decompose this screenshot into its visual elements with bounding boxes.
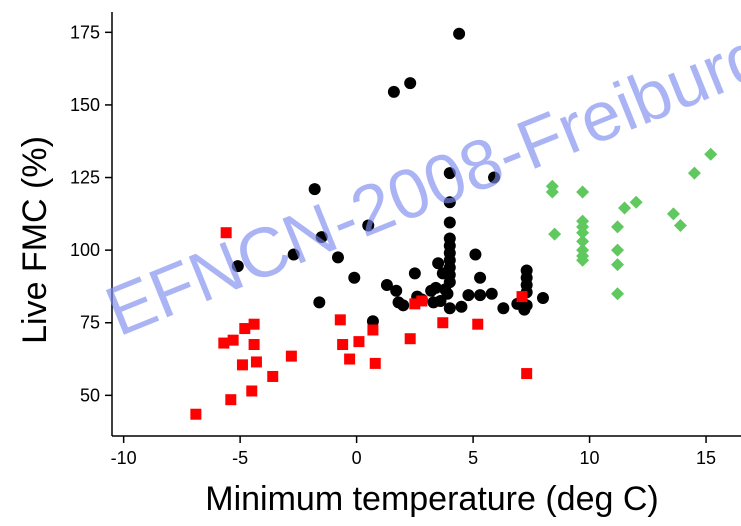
data-point-square xyxy=(190,408,202,420)
data-point-circle xyxy=(455,300,468,313)
y-tick-label: 50 xyxy=(80,385,100,405)
data-point-diamond xyxy=(576,185,590,199)
x-tick-label: -10 xyxy=(111,448,137,468)
ticks: -10 -5 0 5 10 15 50 75 100 125 150 175 xyxy=(70,22,716,468)
plot-marks xyxy=(190,27,718,420)
data-point-diamond xyxy=(704,147,718,161)
data-point-square xyxy=(516,291,528,303)
data-point-diamond xyxy=(576,234,590,248)
data-point-circle xyxy=(443,216,456,229)
data-point-square xyxy=(472,318,484,330)
data-point-square xyxy=(248,339,260,351)
data-point-circle xyxy=(408,267,421,280)
data-point-diamond xyxy=(666,207,680,221)
y-tick-label: 150 xyxy=(70,95,100,115)
data-point-diamond xyxy=(629,195,643,209)
data-point-circle xyxy=(453,27,466,40)
data-point-square xyxy=(409,298,421,310)
data-point-circle xyxy=(387,85,400,98)
y-tick-label: 100 xyxy=(70,240,100,260)
data-point-square xyxy=(404,333,416,345)
data-point-circle xyxy=(362,219,375,232)
data-point-circle xyxy=(432,257,445,270)
data-point-circle xyxy=(348,271,361,284)
data-point-diamond xyxy=(673,218,687,232)
data-point-diamond xyxy=(611,243,625,257)
data-point-circle xyxy=(520,299,533,312)
data-point-diamond xyxy=(545,179,559,193)
x-tick-label: 15 xyxy=(696,448,716,468)
data-point-square xyxy=(225,394,237,406)
data-point-diamond xyxy=(548,227,562,241)
y-tick-label: 175 xyxy=(70,22,100,42)
data-point-diamond xyxy=(576,226,590,240)
data-point-circle xyxy=(488,171,501,184)
data-point-circle xyxy=(441,287,454,300)
data-point-circle xyxy=(390,284,403,297)
data-point-circle xyxy=(308,183,321,196)
x-axis-title: Minimum temperature (deg C) xyxy=(205,480,658,518)
data-point-circle xyxy=(397,299,410,312)
x-tick-label: 0 xyxy=(352,448,362,468)
data-point-diamond xyxy=(611,287,625,301)
data-point-circle xyxy=(474,271,487,284)
data-point-circle xyxy=(313,296,326,309)
data-point-square xyxy=(218,337,230,349)
data-point-circle xyxy=(497,302,510,315)
axes xyxy=(111,12,741,437)
y-axis-title: Live FMC (%) xyxy=(16,136,54,344)
data-point-square xyxy=(367,324,379,336)
data-point-circle xyxy=(331,251,344,264)
data-point-square xyxy=(369,357,381,369)
data-point-square xyxy=(416,295,428,307)
data-point-diamond xyxy=(611,258,625,272)
data-point-circle xyxy=(485,287,498,300)
data-point-circle xyxy=(366,315,379,328)
data-point-square xyxy=(248,318,260,330)
data-point-circle xyxy=(429,281,442,294)
data-point-square xyxy=(334,314,346,326)
data-point-square xyxy=(344,353,356,365)
data-point-diamond xyxy=(687,166,701,180)
data-point-square xyxy=(267,370,279,382)
data-point-square xyxy=(521,368,533,380)
x-tick-label: -5 xyxy=(232,448,248,468)
data-point-circle xyxy=(474,289,487,302)
data-point-circle xyxy=(315,231,328,244)
data-point-diamond xyxy=(611,220,625,234)
x-tick-label: 5 xyxy=(468,448,478,468)
data-point-diamond xyxy=(576,253,590,267)
data-point-circle xyxy=(469,248,482,261)
data-point-circle xyxy=(231,260,244,273)
data-point-circle xyxy=(443,276,456,289)
data-point-circle xyxy=(287,248,300,261)
data-point-circle xyxy=(536,292,549,305)
data-point-square xyxy=(337,339,349,351)
data-point-diamond xyxy=(618,201,632,215)
data-point-square xyxy=(285,350,297,362)
x-tick-label: 10 xyxy=(580,448,600,468)
data-point-square xyxy=(220,227,232,239)
data-point-square xyxy=(239,323,251,335)
data-point-circle xyxy=(404,77,417,90)
data-point-square xyxy=(250,356,262,368)
data-point-square xyxy=(246,385,258,397)
data-point-circle xyxy=(443,302,456,315)
data-point-square xyxy=(227,334,239,346)
data-point-square xyxy=(236,359,248,371)
data-point-circle xyxy=(443,167,456,180)
data-point-circle xyxy=(462,289,475,302)
data-point-square xyxy=(437,317,449,329)
data-point-circle xyxy=(443,196,456,209)
y-tick-label: 125 xyxy=(70,168,100,188)
y-tick-label: 75 xyxy=(80,313,100,333)
data-point-circle xyxy=(380,278,393,291)
data-point-square xyxy=(353,336,365,348)
